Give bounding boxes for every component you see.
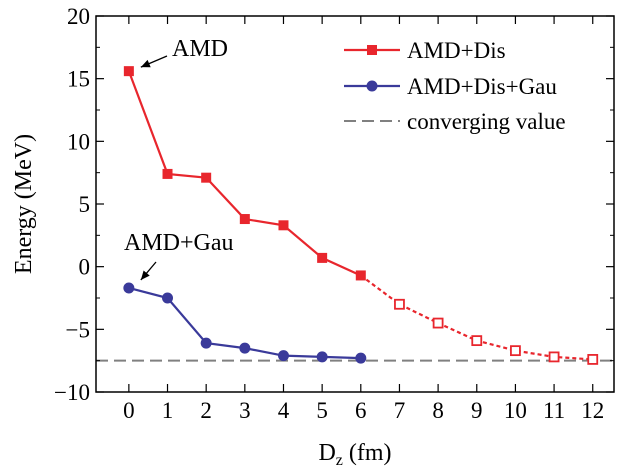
data-point-square (239, 214, 250, 225)
x-axis-label-subscript: z (336, 452, 343, 467)
annotation-amd-gau-arrow (140, 261, 157, 281)
annotation-amd-arrow (140, 55, 168, 68)
data-point-open-square (548, 351, 560, 363)
x-tick-label: 7 (394, 398, 406, 423)
annotation-amd: AMD (172, 36, 228, 62)
data-point-square (278, 220, 289, 231)
x-tick-label: 4 (278, 398, 290, 423)
plot-layer (96, 66, 614, 365)
data-point-square (317, 252, 328, 263)
x-tick-label: 1 (162, 398, 174, 423)
data-point-square (162, 168, 173, 179)
data-point-open-square (471, 335, 483, 347)
series-line-1 (360, 274, 593, 361)
arrow-head (140, 59, 151, 68)
data-point-open-square (432, 317, 444, 329)
x-axis-label: Dz (fm) (318, 440, 391, 467)
data-point-open-square (510, 345, 521, 357)
data-point-circle (277, 350, 289, 362)
legend-label: AMD+Dis (407, 38, 506, 63)
x-tick-label: 10 (504, 398, 527, 423)
data-point-circle (316, 351, 328, 363)
annotation-amd-gau: AMD+Gau (124, 230, 234, 256)
annotations: AMD AMD+Gau (124, 36, 234, 281)
legend-label: AMD+Dis+Gau (407, 74, 557, 99)
y-tick-label: −5 (66, 317, 90, 342)
legend-marker-square (367, 45, 377, 55)
legend-label: converging value (407, 109, 566, 134)
data-point-circle (123, 282, 135, 294)
data-point-open-square (587, 354, 599, 365)
y-axis-label: Energy (MeV) (11, 134, 37, 274)
arrow-head (140, 270, 150, 280)
x-tick-label: 6 (355, 398, 367, 423)
legend-marker-circle (366, 80, 378, 92)
legend: AMD+Dis AMD+Dis+Gau converging value (344, 38, 566, 134)
y-tick-label: 20 (67, 4, 90, 29)
data-point-open-square (394, 298, 405, 310)
x-tick-label: 5 (316, 398, 328, 423)
y-tick-label: 10 (67, 129, 90, 154)
y-tick-label: 15 (67, 67, 90, 92)
x-tick-label: 8 (432, 398, 444, 423)
x-axis-label-unit: (fm) (343, 440, 392, 466)
x-axis-label-main: D (318, 440, 335, 466)
y-tick-label: 0 (79, 255, 91, 280)
x-tick-label: 11 (543, 398, 565, 423)
x-tick-label: 9 (471, 398, 483, 423)
plot-frame (95, 15, 615, 393)
data-point-circle (162, 292, 174, 304)
x-tick-label: 2 (200, 398, 212, 423)
x-tick-label: 3 (239, 398, 251, 423)
y-tick-label: 5 (79, 192, 91, 217)
data-point-circle (355, 352, 367, 364)
x-tick-label: 0 (123, 398, 135, 423)
data-point-square (201, 172, 212, 183)
data-point-square (123, 66, 134, 77)
y-tick-label: −10 (54, 380, 90, 405)
data-point-circle (239, 342, 251, 354)
data-point-circle (200, 337, 212, 349)
x-tick-label: 12 (581, 398, 604, 423)
